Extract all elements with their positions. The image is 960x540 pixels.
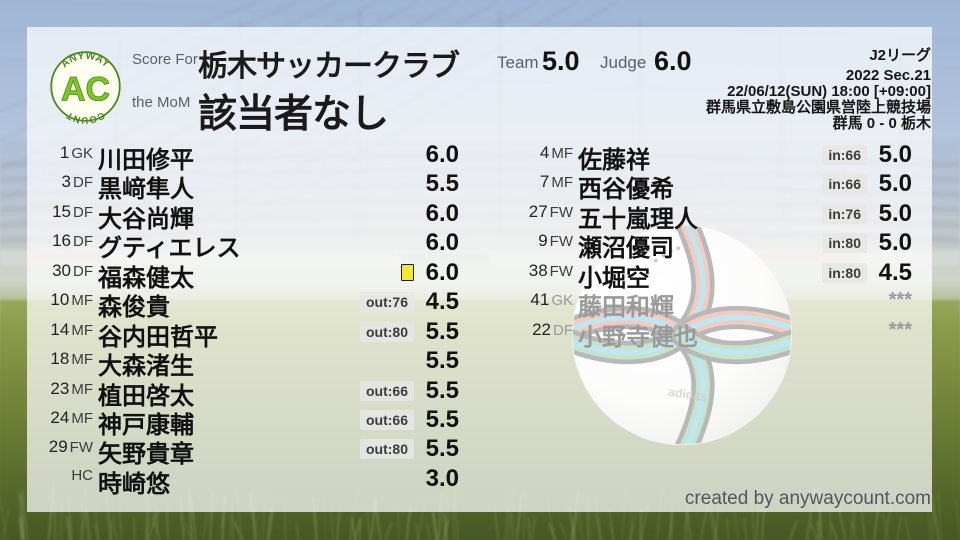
svg-text:AC: AC	[61, 70, 110, 108]
